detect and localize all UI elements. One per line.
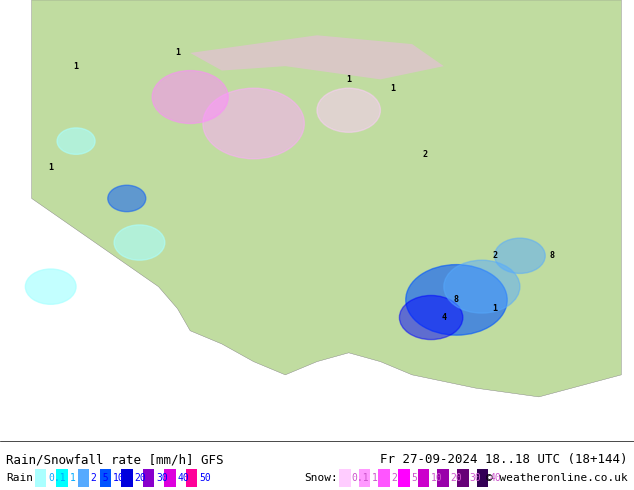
Circle shape bbox=[114, 225, 165, 260]
Circle shape bbox=[203, 88, 304, 159]
Text: 0.1: 0.1 bbox=[352, 473, 370, 483]
Circle shape bbox=[108, 185, 146, 212]
Circle shape bbox=[25, 269, 76, 304]
Bar bbox=[378, 469, 390, 487]
Circle shape bbox=[406, 265, 507, 335]
Text: 1: 1 bbox=[74, 62, 79, 71]
Text: 1: 1 bbox=[175, 49, 180, 57]
Bar bbox=[143, 469, 154, 487]
Text: 50: 50 bbox=[199, 473, 211, 483]
Text: Rain: Rain bbox=[6, 473, 34, 483]
Polygon shape bbox=[190, 35, 444, 79]
Bar bbox=[56, 469, 68, 487]
Text: 10: 10 bbox=[430, 473, 443, 483]
Text: 40: 40 bbox=[178, 473, 190, 483]
Text: 2: 2 bbox=[391, 473, 397, 483]
Text: 4: 4 bbox=[441, 313, 446, 322]
Text: 8: 8 bbox=[549, 251, 554, 260]
Bar bbox=[339, 469, 351, 487]
Circle shape bbox=[495, 238, 545, 273]
Text: 1: 1 bbox=[391, 84, 396, 93]
Bar bbox=[398, 469, 410, 487]
Text: 40: 40 bbox=[489, 473, 501, 483]
Text: 1: 1 bbox=[346, 75, 351, 84]
Text: 1: 1 bbox=[48, 163, 53, 172]
Text: 20: 20 bbox=[450, 473, 462, 483]
Text: Fr 27-09-2024 18..18 UTC (18+144): Fr 27-09-2024 18..18 UTC (18+144) bbox=[380, 453, 628, 466]
Text: 30: 30 bbox=[470, 473, 482, 483]
Polygon shape bbox=[32, 0, 621, 397]
Bar bbox=[100, 469, 111, 487]
Bar bbox=[437, 469, 449, 487]
Circle shape bbox=[399, 295, 463, 340]
Circle shape bbox=[317, 88, 380, 132]
Text: 8: 8 bbox=[454, 295, 459, 304]
Bar bbox=[164, 469, 176, 487]
Text: Rain/Snowfall rate [mm/h] GFS: Rain/Snowfall rate [mm/h] GFS bbox=[6, 453, 224, 466]
Bar bbox=[457, 469, 469, 487]
Circle shape bbox=[444, 260, 520, 313]
Text: 2: 2 bbox=[422, 150, 427, 159]
Bar bbox=[186, 469, 197, 487]
Bar bbox=[35, 469, 46, 487]
Text: 1: 1 bbox=[70, 473, 75, 483]
Bar bbox=[78, 469, 89, 487]
Circle shape bbox=[152, 71, 228, 123]
Text: 5: 5 bbox=[411, 473, 417, 483]
Bar bbox=[359, 469, 370, 487]
Bar bbox=[477, 469, 488, 487]
Text: Snow:: Snow: bbox=[304, 473, 338, 483]
Text: © weatheronline.co.uk: © weatheronline.co.uk bbox=[486, 473, 628, 483]
Text: 30: 30 bbox=[156, 473, 168, 483]
Text: 2 5: 2 5 bbox=[91, 473, 109, 483]
Bar bbox=[121, 469, 133, 487]
Bar bbox=[418, 469, 429, 487]
Text: 20: 20 bbox=[134, 473, 146, 483]
Text: 2: 2 bbox=[492, 251, 497, 260]
Text: 0.1: 0.1 bbox=[48, 473, 66, 483]
Text: 1: 1 bbox=[372, 473, 377, 483]
Text: 10: 10 bbox=[113, 473, 125, 483]
Circle shape bbox=[57, 128, 95, 154]
Text: 1: 1 bbox=[492, 304, 497, 313]
